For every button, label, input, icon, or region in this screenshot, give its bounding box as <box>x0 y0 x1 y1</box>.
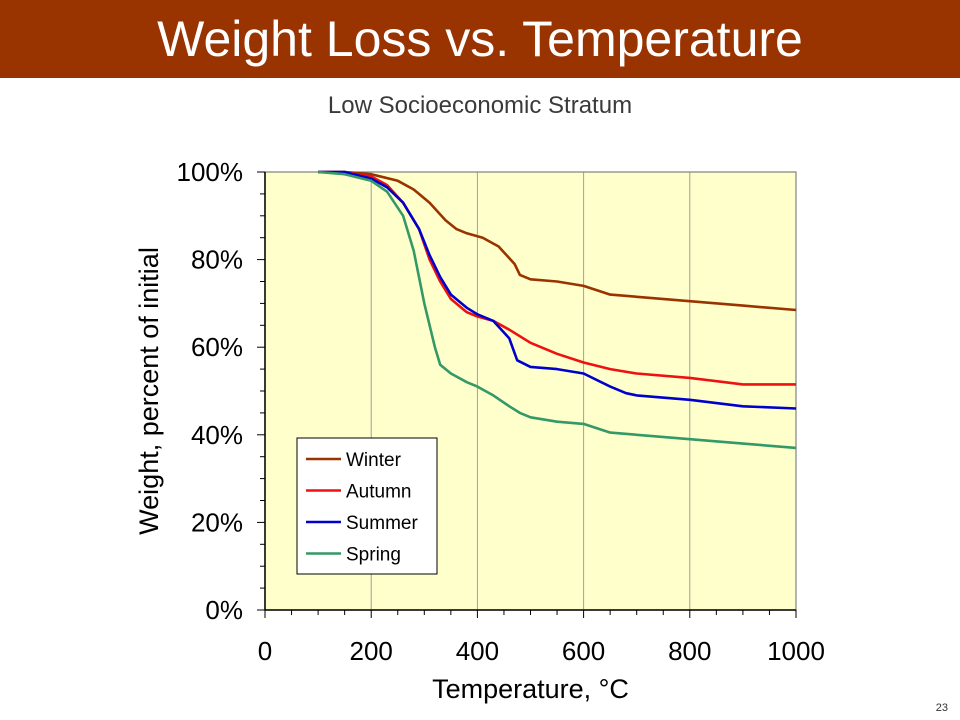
legend-label-summer: Summer <box>346 513 418 534</box>
x-tick-label: 0 <box>258 636 272 666</box>
legend-label-autumn: Autumn <box>346 482 411 503</box>
x-tick-label: 400 <box>456 636 499 666</box>
legend-label-winter: Winter <box>346 450 402 471</box>
x-tick-label: 600 <box>562 636 605 666</box>
title-bar: Weight Loss vs. Temperature <box>0 0 960 78</box>
y-axis-title: Weight, percent of initial <box>134 247 164 535</box>
series-line-spring <box>317 170 797 450</box>
y-tick-label: 100% <box>177 157 244 187</box>
x-tick-label: 200 <box>350 636 393 666</box>
chart-title: Low Socioeconomic Stratum <box>327 92 633 119</box>
legend-label-spring: Spring <box>346 545 401 566</box>
legend-box <box>296 437 438 575</box>
y-tick-label: 40% <box>191 420 243 450</box>
x-tick-label: 1000 <box>767 636 825 666</box>
series-line-summer <box>318 170 797 410</box>
y-tick-label: 0% <box>205 595 243 625</box>
series-line-winter <box>318 170 797 312</box>
y-tick-label: 20% <box>191 507 243 537</box>
y-tick-label: 60% <box>191 332 243 362</box>
x-tick-label: 800 <box>668 636 711 666</box>
y-tick-label: 80% <box>191 245 243 275</box>
page-number: 23 <box>935 702 948 714</box>
x-axis-title: Temperature, °C <box>432 674 629 704</box>
legend: Winter Autumn Summer Spring <box>296 437 438 575</box>
slide-title: Weight Loss vs. Temperature <box>157 11 803 67</box>
